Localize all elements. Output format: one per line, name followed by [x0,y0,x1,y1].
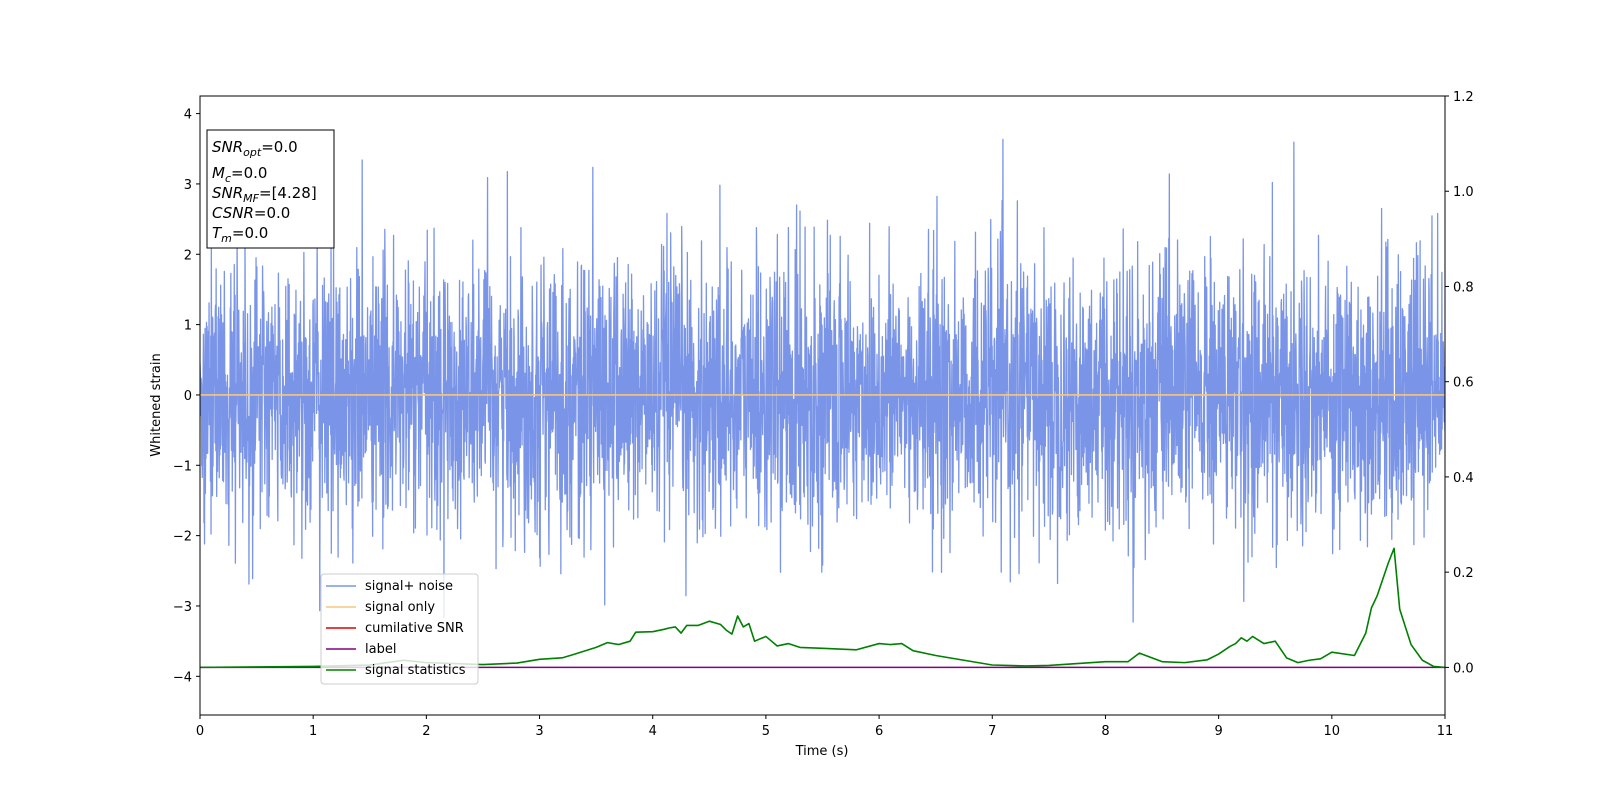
stat-mc-sub: c [225,172,231,185]
y-tick-label: −4 [173,670,192,685]
x-tick-label: 9 [1214,724,1222,739]
x-tick-label: 0 [196,724,204,739]
stats-box: SNRopt=0.0 Mc=0.0 SNRMF=[4.28] CSNR=0.0 … [206,129,335,249]
x-tick-label: 6 [875,724,883,739]
legend-label-label: label [365,642,396,657]
y2-tick-label: 1.0 [1453,185,1474,200]
y2-tick-label: 0.2 [1453,566,1474,581]
plot-frame [199,95,1446,716]
x-tick-label: 1 [309,724,317,739]
stat-snr-mf-name: SNR [212,184,243,202]
x-tick-label: 5 [762,724,770,739]
stat-snr-opt: SNRopt=0.0 [212,138,298,159]
y2-tick-label: 0.8 [1453,280,1474,295]
x-tick-label: 7 [988,724,996,739]
legend-frame [320,573,479,685]
x-tick-label: 3 [535,724,543,739]
y2-tick-label: 0.6 [1453,376,1474,391]
series-signal-noise-line [200,138,1445,623]
y-axis-label: Whitened strain [149,353,164,456]
x-tick-label: 11 [1437,724,1454,739]
stat-snr-mf: SNRMF=[4.28] [212,184,317,205]
stat-mc-name: M [212,164,225,182]
stat-mc-value: =0.0 [231,164,267,182]
stat-tm: Tm=0.0 [212,224,268,245]
y-tick-label: 1 [184,319,192,334]
stat-tm-name: T [212,224,223,242]
stat-mc: Mc=0.0 [212,164,267,185]
legend: signal+ noise signal only cumilative SNR… [320,573,479,685]
y-tick-label: −1 [173,459,192,474]
stat-snr-mf-value: =[4.28] [259,184,317,202]
y2-tick-label: 1.2 [1453,90,1474,105]
x-tick-label: 10 [1324,724,1341,739]
x-tick-label: 8 [1101,724,1109,739]
stat-tm-value: =0.0 [232,224,268,242]
y-tick-label: 4 [184,108,192,123]
x-tick-label: 4 [649,724,657,739]
stats-box-frame [206,129,335,249]
stat-csnr: CSNR=0.0 [212,204,290,222]
legend-label-signal-noise: signal+ noise [365,579,453,594]
y-tick-label: −3 [173,600,192,615]
y2-tick-label: 0.4 [1453,471,1474,486]
stat-snr-opt-value: =0.0 [261,138,297,156]
y-tick-label: −2 [173,530,192,545]
series-signal-statistics-line [200,547,1445,669]
legend-label-signal-statistics: signal statistics [365,663,466,678]
stat-tm-sub: m [221,232,232,245]
y-tick-label: 0 [184,389,192,404]
legend-label-cumulative-snr: cumilative SNR [365,621,464,636]
stat-snr-opt-name: SNR [212,138,243,156]
axes: 0 1 2 3 4 5 6 7 8 9 10 1143210−1−2−3−41.21.00.80.60… [173,90,1474,739]
x-tick-label: 2 [422,724,430,739]
stat-snr-mf-sub: MF [243,192,259,205]
y-tick-label: 2 [184,248,192,263]
stat-csnr-value: =0.0 [254,204,290,222]
legend-label-signal-only: signal only [365,600,435,615]
x-axis-label: Time (s) [795,744,849,759]
stat-csnr-name: CSNR [212,204,254,222]
y-tick-label: 3 [184,178,192,193]
y2-tick-label: 0.0 [1453,661,1474,676]
stat-snr-opt-sub: opt [243,146,262,159]
